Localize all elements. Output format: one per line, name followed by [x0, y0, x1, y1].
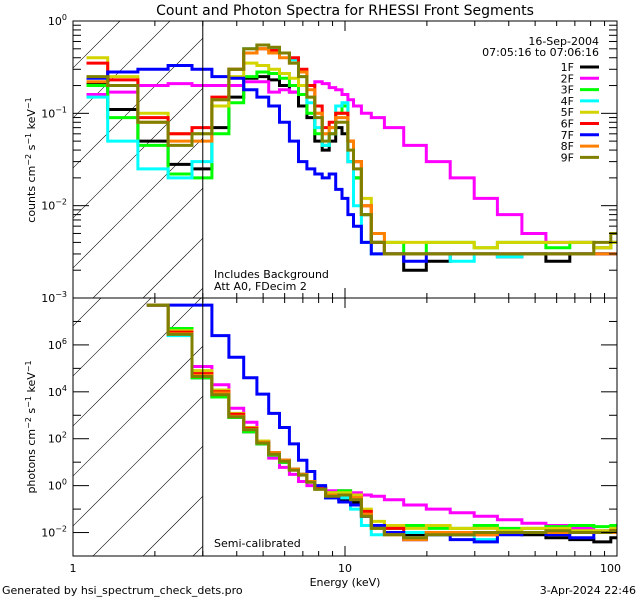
legend-label: 8F — [561, 140, 574, 153]
hatch-line — [623, 276, 640, 576]
hatched-region — [0, 276, 640, 576]
hatch-line — [73, 21, 221, 169]
legend-time-range: 07:05:16 to 07:06:16 — [482, 46, 599, 59]
annotation-background: Includes Background — [214, 268, 329, 281]
annotation-semi-calibrated: Semi-calibrated — [214, 537, 301, 550]
y-tick-label: 104 — [48, 384, 67, 399]
bottom-axis-ticks — [72, 297, 617, 557]
top-axis-ticks — [72, 20, 617, 299]
y-tick-label: 10−2 — [41, 525, 67, 540]
hatched-region — [0, 18, 640, 318]
y-tick-label: 10−2 — [41, 198, 67, 213]
series-9F — [86, 43, 617, 256]
annotation-attenuator: Att A0, FDecim 2 — [214, 280, 307, 293]
y-tick-label: 102 — [48, 431, 67, 446]
hatch-line — [73, 298, 202, 427]
bottom-y-axis-label: photons cm−2 s−1 keV−1 — [24, 360, 38, 493]
y-tick-label: 100 — [48, 13, 67, 28]
hatch-line — [73, 298, 152, 377]
legend-label: 2F — [561, 72, 574, 85]
chart-title: Count and Photon Spectra for RHESSI Fron… — [156, 3, 534, 19]
hatch-line — [0, 276, 23, 576]
footer-timestamp: 3-Apr-2024 22:46 — [540, 584, 636, 597]
x-tick-labels: 1 10 100 — [70, 562, 622, 575]
photon-spectrum-panel: 106 104 102 100 10−2 1 10 100 photons cm−2 s−1… — [0, 276, 640, 589]
y-tick-label: 10−1 — [41, 105, 67, 120]
legend-label: 9F — [561, 151, 574, 164]
legend-label: 4F — [561, 95, 574, 108]
series-7F — [86, 64, 617, 263]
series-7F — [146, 303, 617, 544]
hatch-mask — [202, 21, 617, 298]
x-tick-label: 1 — [70, 562, 77, 575]
footer-generated-by: Generated by hsi_spectrum_check_dets.pro — [2, 584, 243, 597]
legend-label: 5F — [561, 106, 574, 119]
legend-date: 16-Sep-2004 — [528, 35, 599, 48]
count-spectrum-lines — [86, 43, 617, 272]
legend-label: 6F — [561, 118, 574, 131]
y-tick-label: 106 — [48, 337, 67, 352]
legend-label: 7F — [561, 129, 574, 142]
y-tick-label: 100 — [48, 478, 67, 493]
x-axis-label: Energy (keV) — [310, 576, 381, 589]
x-tick-label: 100 — [600, 562, 621, 575]
hatch-line — [73, 21, 171, 119]
legend-label: 1F — [561, 61, 574, 74]
top-y-tick-labels: 100 10−1 10−2 10−3 — [41, 13, 67, 305]
top-y-axis-label: counts cm−2 s−1 keV−1 — [24, 97, 38, 222]
count-spectrum-panel: 100 10−1 10−2 10−3 counts cm−2 s−1 keV−1 In… — [0, 13, 640, 318]
series-2F — [86, 80, 617, 250]
legend: 16-Sep-2004 07:05:16 to 07:06:16 1F2F3F4… — [482, 35, 599, 164]
photon-spectrum-lines — [146, 303, 617, 544]
x-tick-label: 10 — [338, 562, 352, 575]
hatch-mask — [202, 298, 617, 556]
legend-label: 3F — [561, 84, 574, 97]
series-9F — [146, 303, 617, 540]
y-tick-label: 10−3 — [41, 290, 67, 305]
bottom-y-tick-labels: 106 104 102 100 10−2 — [41, 337, 67, 540]
hatch-line — [623, 18, 640, 318]
hatch-line — [0, 18, 23, 318]
